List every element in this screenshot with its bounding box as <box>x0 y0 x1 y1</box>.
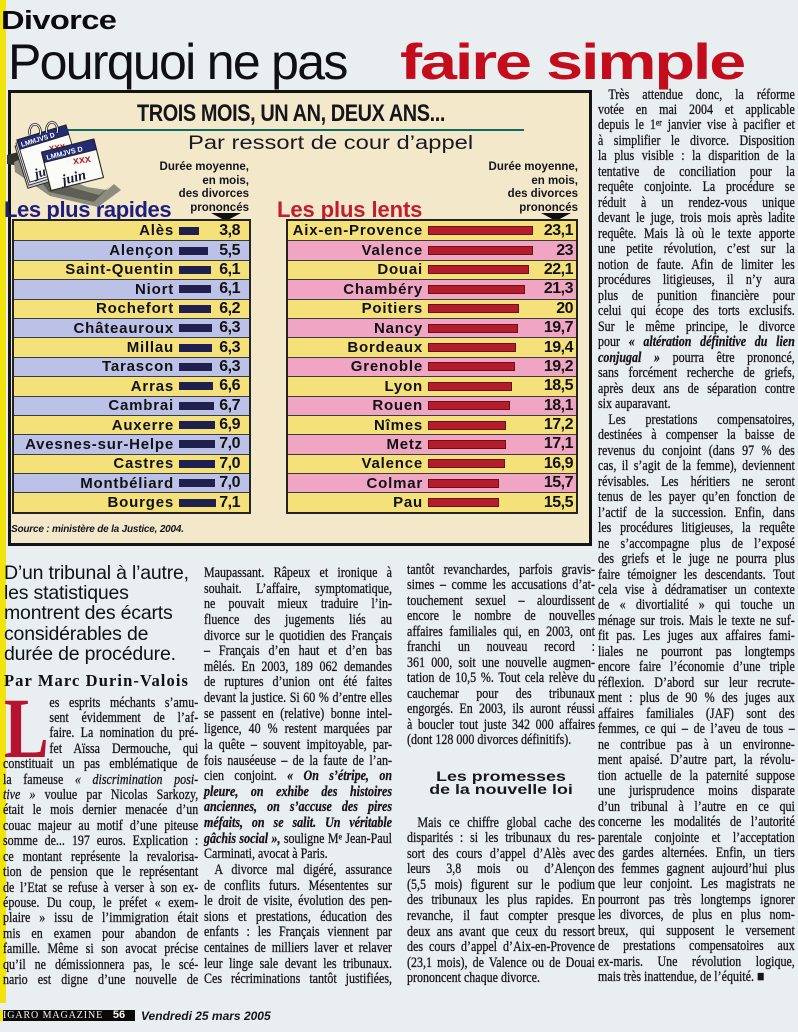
svg-text:ju: ju <box>31 163 49 181</box>
svg-text:xxx: xxx <box>72 153 92 167</box>
svg-text:juin: juin <box>59 167 88 189</box>
